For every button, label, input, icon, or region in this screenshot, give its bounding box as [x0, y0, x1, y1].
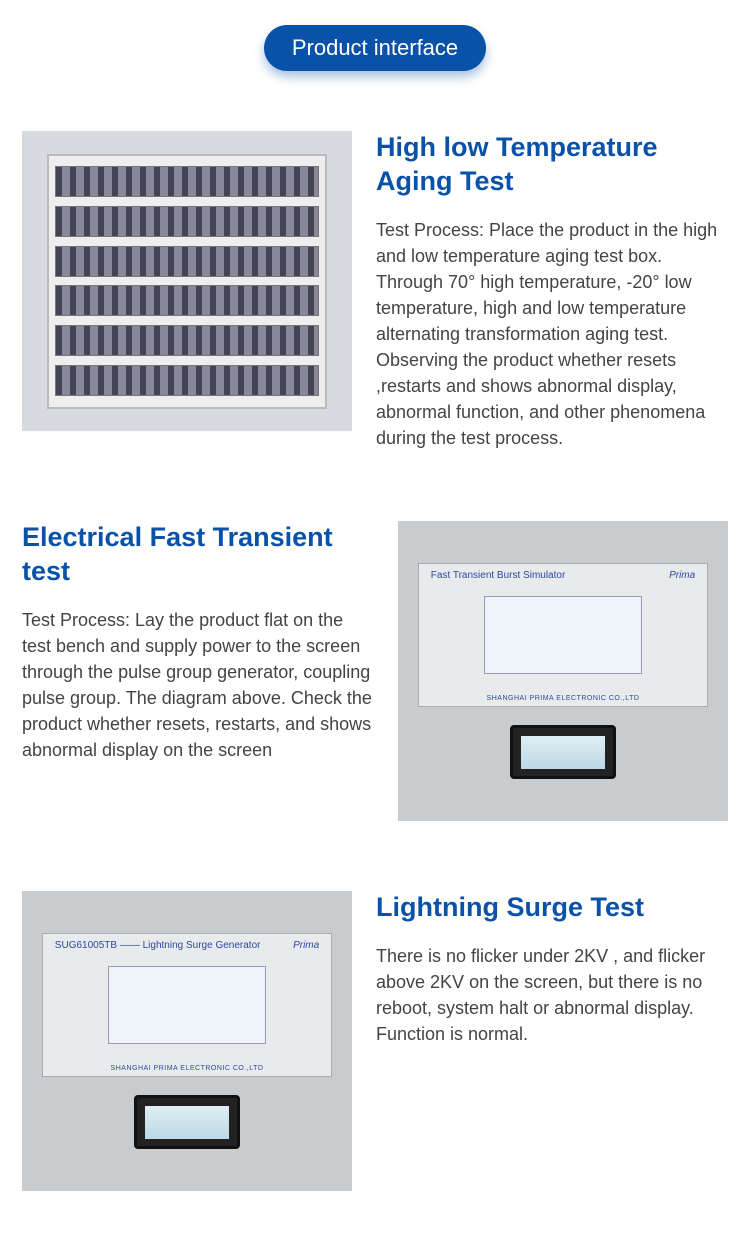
section-surge-test: SUG61005TB —— Lightning Surge Generator …: [0, 871, 750, 1241]
instrument-brand: Prima: [669, 570, 695, 581]
instrument-label: Fast Transient Burst Simulator: [431, 570, 566, 581]
mini-device-screen: [521, 736, 606, 770]
rack-row: [55, 365, 320, 396]
instrument-unit: SUG61005TB —— Lightning Surge Generator …: [42, 933, 332, 1077]
eft-test-image: Fast Transient Burst Simulator Prima SHA…: [398, 521, 728, 821]
aging-test-text: High low Temperature Aging Test Test Pro…: [376, 131, 728, 451]
surge-test-body: There is no flicker under 2KV , and flic…: [376, 943, 728, 1047]
surge-test-text: Lightning Surge Test There is no flicker…: [376, 891, 728, 1191]
rack-row: [55, 206, 320, 237]
rack-row: [55, 246, 320, 277]
instrument-label: SUG61005TB —— Lightning Surge Generator: [55, 940, 261, 951]
rack-row: [55, 325, 320, 356]
eft-test-title: Electrical Fast Transient test: [22, 521, 374, 589]
mini-device: [510, 725, 616, 779]
eft-test-body: Test Process: Lay the product flat on th…: [22, 607, 374, 764]
instrument-graphic: SUG61005TB —— Lightning Surge Generator …: [22, 891, 352, 1191]
aging-test-image: [22, 131, 352, 431]
aging-test-body: Test Process: Place the product in the h…: [376, 217, 728, 452]
instrument-brand: Prima: [293, 940, 319, 951]
section-aging-test: High low Temperature Aging Test Test Pro…: [0, 111, 750, 501]
instrument-footer: SHANGHAI PRIMA ELECTRONIC CO.,LTD: [43, 1065, 331, 1072]
instrument-screen: [108, 966, 267, 1044]
eft-test-text: Electrical Fast Transient test Test Proc…: [22, 521, 374, 821]
rack-row: [55, 166, 320, 197]
mini-device-screen: [145, 1106, 230, 1140]
mini-device: [134, 1095, 240, 1149]
badge-container: Product interface: [0, 0, 750, 111]
aging-test-title: High low Temperature Aging Test: [376, 131, 728, 199]
surge-test-title: Lightning Surge Test: [376, 891, 728, 925]
instrument-screen: [484, 596, 643, 674]
section-eft-test: Fast Transient Burst Simulator Prima SHA…: [0, 501, 750, 871]
instrument-footer: SHANGHAI PRIMA ELECTRONIC CO.,LTD: [419, 695, 707, 702]
rack-graphic: [47, 154, 328, 409]
instrument-graphic: Fast Transient Burst Simulator Prima SHA…: [398, 521, 728, 821]
surge-test-image: SUG61005TB —— Lightning Surge Generator …: [22, 891, 352, 1191]
product-interface-badge: Product interface: [264, 25, 486, 71]
rack-row: [55, 285, 320, 316]
instrument-unit: Fast Transient Burst Simulator Prima SHA…: [418, 563, 708, 707]
